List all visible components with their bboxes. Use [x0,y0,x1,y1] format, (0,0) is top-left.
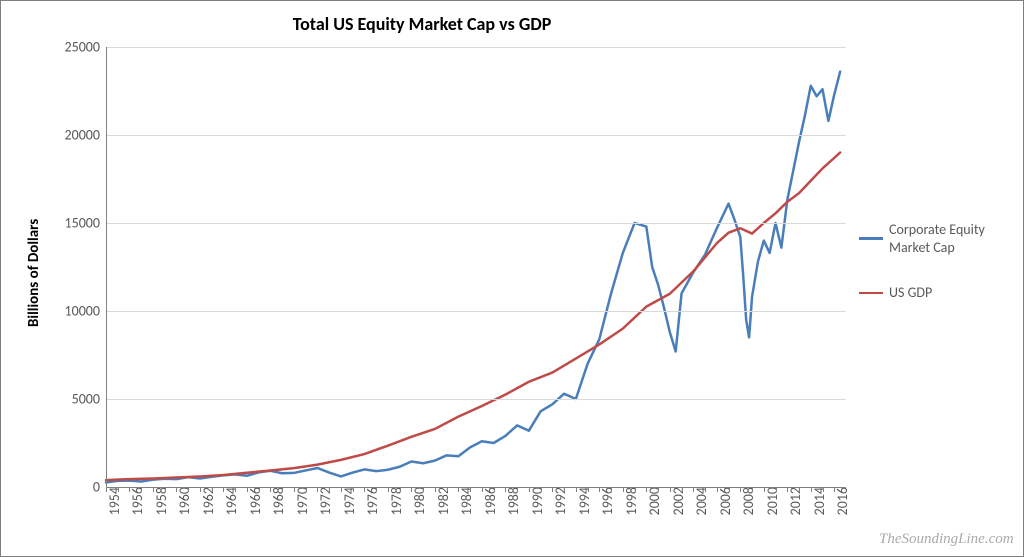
x-tick-label: 1972 [313,487,334,515]
x-tick-label: 1992 [548,487,569,515]
x-tick-label: 1978 [384,487,405,515]
chart-title: Total US Equity Market Cap vs GDP [1,13,843,35]
x-tick-label: 1964 [219,487,240,515]
x-tick-label: 2016 [830,487,851,515]
y-tick-label: 5000 [72,391,106,408]
y-tick-label: 25000 [65,39,106,56]
y-axis-title: Billions of Dollars [25,219,43,327]
gridline [106,311,846,312]
x-tick-label: 1960 [172,487,193,515]
x-tick-label: 1966 [243,487,264,515]
x-tick-label: 1988 [501,487,522,515]
y-axis-line [106,47,107,487]
y-tick-label: 20000 [65,127,106,144]
x-tick-label: 2006 [713,487,734,515]
x-tick-label: 2010 [760,487,781,515]
x-tick-label: 1968 [266,487,287,515]
gridline [106,399,846,400]
x-tick-label: 1976 [360,487,381,515]
series-line [106,72,840,483]
x-tick-label: 1998 [619,487,640,515]
x-tick-label: 1970 [290,487,311,515]
x-tick-label: 1996 [595,487,616,515]
y-tick-label: 10000 [65,303,106,320]
x-tick-label: 2000 [642,487,663,515]
x-tick-label: 1962 [196,487,217,515]
legend-swatch [859,292,883,295]
x-tick-label: 1980 [407,487,428,515]
x-tick-label: 1994 [572,487,593,515]
legend-label: Corporate Equity Market Cap [889,221,1009,256]
legend: Corporate Equity Market Cap US GDP [859,221,1009,330]
legend-item: US GDP [859,284,1009,302]
x-tick-label: 1974 [337,487,358,515]
x-tick-label: 1990 [525,487,546,515]
x-tick-label: 2002 [666,487,687,515]
x-tick-label: 1982 [431,487,452,515]
legend-label: US GDP [889,284,932,302]
line-series-svg [106,47,846,487]
legend-swatch [859,237,883,240]
x-tick-label: 2008 [736,487,757,515]
x-axis-line [106,487,846,488]
x-tick-label: 1984 [454,487,475,515]
legend-item: Corporate Equity Market Cap [859,221,1009,256]
x-tick-label: 1986 [478,487,499,515]
gridline [106,135,846,136]
x-tick-label: 2012 [783,487,804,515]
x-tick-label: 2014 [807,487,828,515]
plot-area: 0500010000150002000025000195419561958196… [106,47,846,487]
series-line [106,153,840,481]
gridline [106,223,846,224]
y-tick-label: 15000 [65,215,106,232]
x-tick-label: 2004 [689,487,710,515]
x-tick-label: 1958 [149,487,170,515]
watermark: TheSoundingLine.com [879,531,1014,548]
chart-frame: Total US Equity Market Cap vs GDP Billio… [0,0,1024,557]
x-tick-label: 1954 [102,487,123,515]
gridline [106,47,846,48]
x-tick-label: 1956 [125,487,146,515]
